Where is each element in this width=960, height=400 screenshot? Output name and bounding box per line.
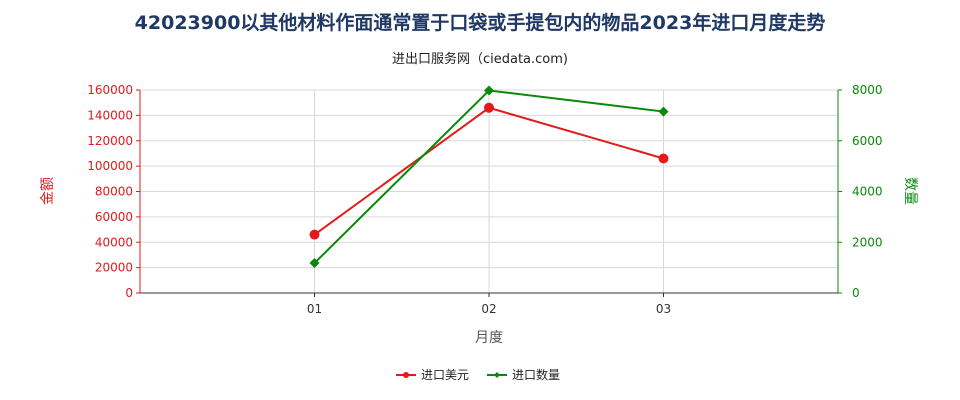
y-right-tick-label: 0 [852,286,860,300]
legend: 进口美元 进口数量 [396,367,560,382]
legend-swatch-marker [494,372,500,378]
data-point-quantity [484,85,494,96]
tick-labels: 0200004000060000800001000001200001400001… [87,83,882,316]
legend-label: 进口数量 [512,367,560,382]
x-tick-label: 02 [481,302,496,316]
y-right-tick-label: 2000 [852,235,883,249]
y-left-tick-label: 20000 [95,261,133,275]
y-axis-right-label: 数量 [902,177,918,205]
data-point-amount [309,229,320,240]
y-right-tick-label: 8000 [852,83,883,97]
chart-subtitle: 进出口服务网（ciedata.com) [391,52,568,67]
data-point-quantity [658,106,669,117]
y-left-tick-label: 60000 [95,210,133,224]
y-left-tick-label: 160000 [87,83,133,97]
y-left-tick-label: 100000 [87,159,133,173]
y-left-tick-label: 40000 [95,235,133,249]
y-left-tick-label: 120000 [87,134,133,148]
y-right-tick-label: 6000 [852,134,883,148]
y-right-tick-label: 4000 [852,185,883,199]
x-axis-label: 月度 [475,330,503,346]
data-point-quantity [309,258,320,269]
legend-label: 进口美元 [421,368,469,382]
x-tick-label: 01 [307,302,322,316]
y-axis-left-label: 金额 [40,177,56,205]
grid-lines [140,89,839,294]
series-lines [309,85,669,269]
chart-title: 42023900以其他材料作面通常置于口袋或手提包内的物品2023年进口月度走势 [134,12,826,34]
legend-swatch-marker [403,372,409,378]
x-tick-label: 03 [656,302,671,316]
data-point-amount [658,153,669,164]
y-left-tick-label: 0 [125,286,133,300]
y-left-tick-label: 140000 [87,108,133,122]
data-point-amount [484,102,494,113]
axes [136,89,842,297]
y-left-tick-label: 80000 [95,185,133,199]
